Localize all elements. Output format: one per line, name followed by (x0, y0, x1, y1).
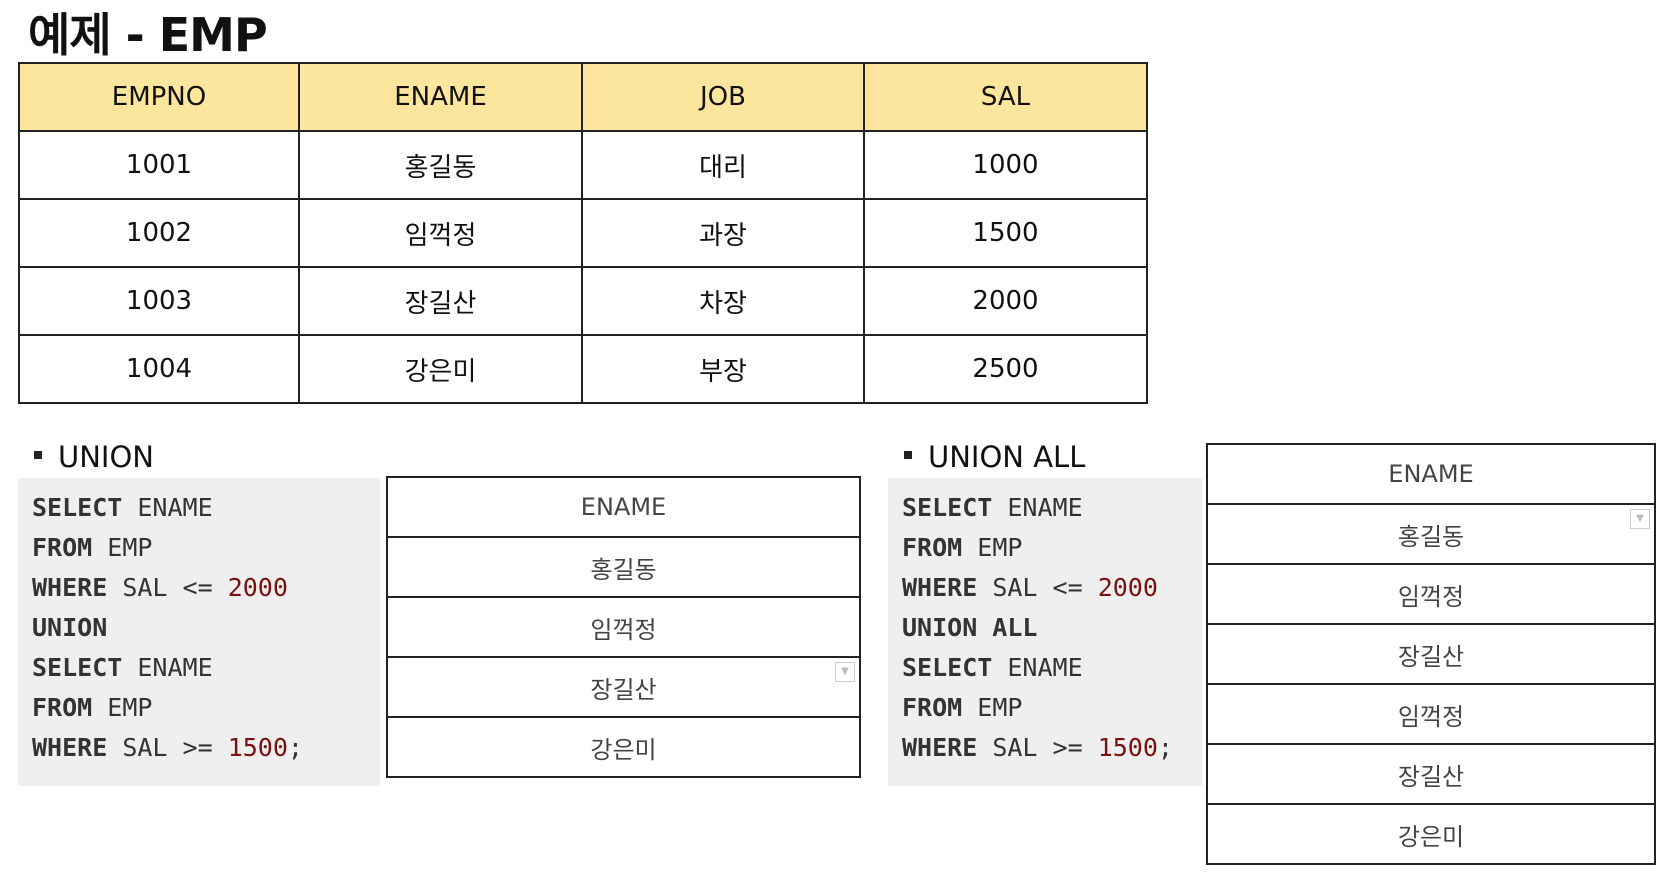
cell-sal: 2500 (863, 334, 1148, 404)
col-header-sal: SAL (863, 62, 1148, 132)
union-section-label: UNION (34, 437, 154, 477)
result-cell-text: 홍길동 (1397, 522, 1465, 551)
table-row: 1003 장길산 차장 2000 (18, 266, 1148, 336)
cell-sal: 2000 (863, 266, 1148, 336)
sql-keyword: FROM (902, 533, 963, 562)
cell-empno: 1002 (18, 198, 300, 268)
result-cell-text: 장길산 (590, 675, 657, 704)
table-row: 장길산 (1206, 743, 1656, 805)
sql-text: EMP (92, 533, 153, 562)
emp-table: EMPNO ENAME JOB SAL 1001 홍길동 대리 1000 100… (18, 62, 1148, 404)
chevron-down-icon[interactable]: ▼ (835, 662, 855, 682)
table-row: 홍길동 (386, 536, 861, 598)
sql-text: ENAME (992, 653, 1083, 682)
sql-text: EMP (962, 693, 1023, 722)
result-header-ename: ENAME (386, 476, 861, 538)
cell-empno: 1001 (18, 130, 300, 200)
table-row: 강은미 (1206, 803, 1656, 865)
sql-number: 2000 (1097, 573, 1158, 602)
sql-text: ; (1157, 733, 1173, 762)
table-row: 장길산 ▼ (386, 656, 861, 718)
union-sql-code: SELECT ENAME FROM EMP WHERE SAL <= 2000 … (18, 478, 380, 786)
sql-keyword: UNION ALL (902, 613, 1038, 642)
result-header-ename: ENAME (1206, 443, 1656, 505)
sql-keyword: SELECT (902, 653, 993, 682)
sql-keyword: UNION (32, 613, 108, 642)
cell-ename: 홍길동 (298, 130, 583, 200)
cell-ename: 임꺽정 (298, 198, 583, 268)
sql-text: SAL <= (977, 573, 1098, 602)
sql-keyword: SELECT (902, 493, 993, 522)
cell-sal: 1000 (863, 130, 1148, 200)
page-title: 예제 - EMP (28, 8, 268, 62)
sql-keyword: WHERE (32, 733, 108, 762)
sql-keyword: FROM (32, 693, 93, 722)
cell-ename: 장길산 (298, 266, 583, 336)
cell-job: 부장 (581, 334, 865, 404)
union-all-sql-code: SELECT ENAME FROM EMP WHERE SAL <= 2000 … (888, 478, 1202, 786)
emp-table-header-row: EMPNO ENAME JOB SAL (18, 62, 1148, 132)
sql-text: EMP (962, 533, 1023, 562)
union-all-label-text: UNION ALL (928, 440, 1086, 474)
table-row: 임꺽정 (386, 596, 861, 658)
sql-text: SAL >= (977, 733, 1098, 762)
table-row: 1001 홍길동 대리 1000 (18, 130, 1148, 200)
col-header-job: JOB (581, 62, 865, 132)
table-row: 강은미 (386, 716, 861, 778)
table-row: 1004 강은미 부장 2500 (18, 334, 1148, 404)
sql-keyword: FROM (902, 693, 963, 722)
cell-empno: 1003 (18, 266, 300, 336)
table-row: 장길산 (1206, 623, 1656, 685)
sql-keyword: WHERE (902, 733, 978, 762)
cell-job: 대리 (581, 130, 865, 200)
sql-keyword: FROM (32, 533, 93, 562)
sql-number: 1500 (227, 733, 288, 762)
sql-keyword: WHERE (902, 573, 978, 602)
sql-text: ; (287, 733, 303, 762)
sql-text: SAL >= (107, 733, 228, 762)
union-result-table: ENAME 홍길동 임꺽정 장길산 ▼ 강은미 (386, 476, 861, 778)
union-label-text: UNION (58, 440, 154, 474)
table-row: 홍길동 ▼ (1206, 503, 1656, 565)
col-header-ename: ENAME (298, 62, 583, 132)
sql-text: EMP (92, 693, 153, 722)
table-row: 임꺽정 (1206, 563, 1656, 625)
union-all-result-table: ENAME 홍길동 ▼ 임꺽정 장길산 임꺽정 장길산 강은미 (1206, 443, 1656, 865)
table-row: 임꺽정 (1206, 683, 1656, 745)
sql-number: 1500 (1097, 733, 1158, 762)
col-header-empno: EMPNO (18, 62, 300, 132)
cell-empno: 1004 (18, 334, 300, 404)
sql-text: SAL <= (107, 573, 228, 602)
chevron-down-icon[interactable]: ▼ (1630, 509, 1650, 529)
bullet-icon (34, 451, 42, 459)
cell-job: 차장 (581, 266, 865, 336)
bullet-icon (904, 451, 912, 459)
sql-keyword: SELECT (32, 493, 123, 522)
cell-sal: 1500 (863, 198, 1148, 268)
sql-keyword: SELECT (32, 653, 123, 682)
sql-text: ENAME (122, 653, 213, 682)
union-all-section-label: UNION ALL (904, 437, 1085, 477)
sql-number: 2000 (227, 573, 288, 602)
sql-keyword: WHERE (32, 573, 108, 602)
cell-job: 과장 (581, 198, 865, 268)
cell-ename: 강은미 (298, 334, 583, 404)
sql-text: ENAME (122, 493, 213, 522)
sql-text: ENAME (992, 493, 1083, 522)
table-row: 1002 임꺽정 과장 1500 (18, 198, 1148, 268)
